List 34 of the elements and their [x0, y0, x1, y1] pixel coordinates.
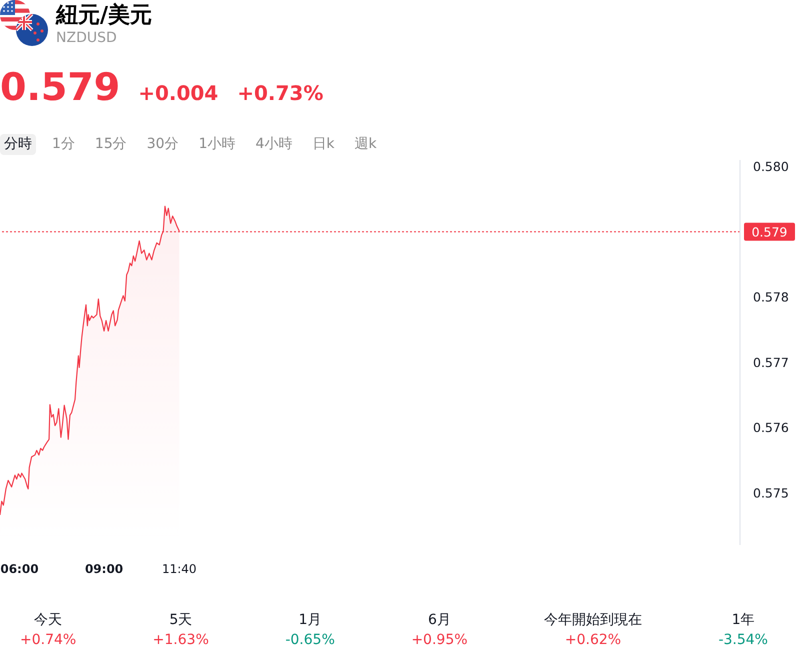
y-tick-label: 0.578 — [753, 290, 789, 305]
text: 今年開始到現在 — [544, 611, 642, 630]
text: 15分 — [94, 135, 128, 154]
text: -0.65% — [285, 631, 335, 650]
text: 1月 — [298, 611, 322, 630]
y-tick-label: 0.575 — [753, 485, 789, 500]
y-tick-label: 0.577 — [753, 354, 789, 370]
text: +0.004 — [138, 80, 218, 107]
text: +1.63% — [152, 631, 209, 650]
text: 5天 — [169, 611, 192, 630]
text: 1年 — [732, 611, 755, 630]
text: 今天 — [34, 611, 62, 630]
text: +0.95% — [411, 631, 468, 650]
text: 分時 — [0, 134, 36, 155]
x-tick-label: 09:00 — [84, 562, 124, 576]
text: +0.73% — [237, 80, 324, 107]
text: +0.62% — [564, 631, 622, 650]
text: 0.579 — [0, 65, 120, 109]
text: 4小時 — [254, 135, 294, 154]
text: 1分 — [51, 135, 76, 154]
chart-subtitle: NZDUSD — [56, 30, 117, 46]
text: 日k — [311, 135, 336, 154]
text: -3.54% — [718, 631, 768, 650]
text: +0.74% — [20, 631, 76, 650]
ref-line-label: 0.579 — [752, 224, 788, 240]
x-tick-label: 06:00 — [0, 562, 39, 576]
y-tick-label: 0.580 — [753, 159, 789, 174]
y-tick-label: 0.576 — [753, 420, 789, 436]
text: 週k — [354, 135, 378, 154]
text: 6月 — [428, 611, 451, 630]
text: 30分 — [146, 135, 180, 154]
text: 1小時 — [198, 135, 236, 154]
x-tick-label: 11:40 — [162, 562, 197, 576]
chart-title: 紐元/美元 — [56, 2, 152, 30]
